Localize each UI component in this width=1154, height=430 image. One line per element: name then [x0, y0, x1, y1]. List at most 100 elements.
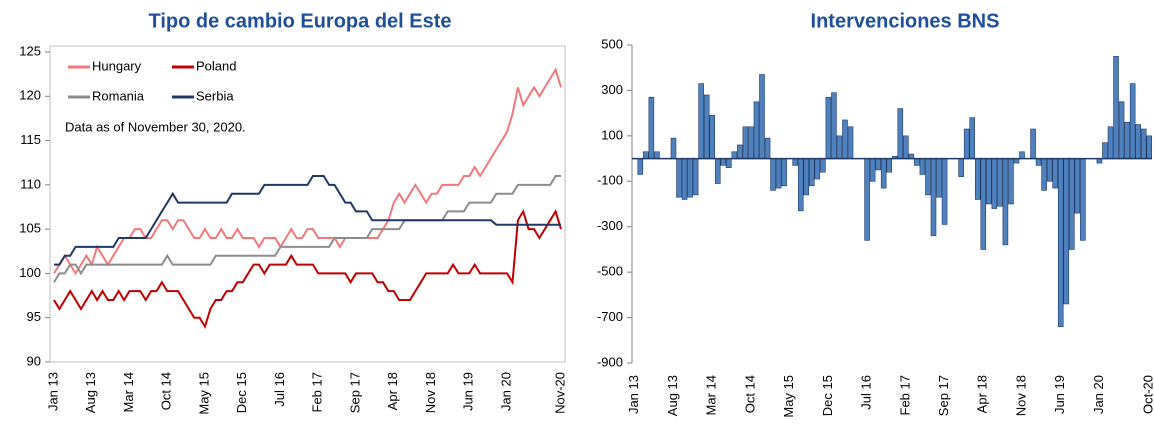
bar [1008, 158, 1014, 205]
bar [969, 117, 976, 159]
bar [726, 158, 732, 168]
bar [1002, 158, 1009, 246]
bar [676, 158, 682, 198]
x-tick-label: Jul 16 [272, 372, 287, 407]
bar [1140, 128, 1147, 159]
bar [980, 158, 987, 250]
x-tick-label: Jan 13 [45, 372, 60, 411]
bar [1135, 124, 1141, 159]
bar [925, 158, 931, 196]
bar [1118, 101, 1125, 159]
bar [670, 137, 677, 159]
x-tick-label: Jan 20 [499, 372, 514, 411]
legend-label: Hungary [92, 58, 142, 73]
x-tick-label: Mar 14 [704, 375, 719, 415]
bar [1080, 158, 1086, 241]
x-tick-label: Feb 17 [310, 372, 325, 412]
bar [958, 158, 964, 178]
bar [930, 158, 937, 237]
bar [919, 158, 926, 175]
x-tick-label: Sep 17 [936, 375, 951, 416]
y-tick-label: -700 [597, 309, 623, 324]
bar [1035, 158, 1042, 166]
y-tick-label: 115 [20, 132, 41, 147]
bar [742, 126, 749, 159]
x-tick-label: Aug 13 [83, 372, 98, 413]
legend-label: Romania [92, 88, 145, 103]
plot-frame [49, 45, 566, 363]
x-tick-label: Sep 17 [347, 372, 362, 413]
bar [875, 158, 881, 171]
y-tick-label: 500 [601, 36, 623, 51]
x-tick-label: Mar 14 [121, 372, 136, 412]
bar [792, 158, 798, 166]
bar [1129, 83, 1136, 159]
y-tick-label: -500 [597, 264, 623, 279]
x-tick-label: Jan 20 [1091, 375, 1106, 414]
x-tick-label: Jun 19 [461, 372, 476, 411]
y-tick-label: 100 [601, 127, 623, 142]
y-tick-label: 105 [19, 221, 41, 236]
bar [997, 158, 1003, 207]
bar [709, 115, 716, 159]
bar [748, 126, 754, 159]
chart-title: Intervenciones BNS [811, 10, 1000, 32]
bar [1074, 158, 1081, 214]
bar [720, 158, 727, 166]
bar [825, 96, 832, 159]
bar [1107, 126, 1114, 159]
bar [941, 158, 948, 225]
bar [637, 158, 644, 175]
bar [1102, 142, 1108, 159]
series-line [53, 208, 562, 330]
bar [797, 158, 804, 212]
bar [781, 158, 787, 187]
bar [681, 158, 688, 200]
y-tick-label: 90 [27, 353, 41, 368]
bar [842, 119, 848, 159]
bar [886, 158, 893, 173]
bar [1046, 158, 1053, 182]
bar [1030, 128, 1036, 159]
y-tick-label: 125 [19, 43, 41, 58]
bar [974, 158, 981, 200]
x-tick-label: May 15 [196, 372, 211, 415]
x-tick-label: Oct 14 [159, 372, 174, 410]
bar [986, 158, 992, 205]
bar [808, 158, 815, 187]
x-tick-label: Apr 18 [975, 375, 990, 413]
bar [1068, 158, 1075, 250]
bar [648, 96, 655, 159]
y-tick-label: -300 [597, 218, 623, 233]
bar [847, 126, 854, 159]
x-tick-label: Dec 15 [234, 372, 249, 413]
bar [903, 135, 909, 159]
x-tick-label: Nov-20 [552, 372, 567, 414]
bar [1019, 151, 1025, 159]
bar [831, 92, 837, 159]
bar [869, 158, 876, 182]
x-tick-label: Jan 13 [626, 375, 641, 414]
y-tick-label: 110 [20, 176, 41, 191]
x-tick-label: Apr 18 [385, 372, 400, 410]
bar [764, 137, 771, 159]
bar [1057, 158, 1064, 327]
x-tick-label: Feb 17 [897, 375, 912, 415]
series-line [53, 175, 561, 283]
annotation: Data as of November 30, 2020. [65, 119, 246, 134]
bar [864, 158, 870, 241]
bar [687, 158, 693, 198]
bar [775, 158, 782, 189]
chart-title: Tipo de cambio Europa del Este [148, 10, 451, 32]
x-tick-label: Jun 19 [1052, 375, 1067, 414]
bar [737, 144, 743, 159]
x-tick-label: Oct-20 [1141, 375, 1154, 414]
bar [1146, 135, 1153, 159]
y-tick-label: -900 [597, 354, 623, 369]
x-tick-label: Nov 18 [423, 372, 438, 413]
bar [914, 158, 920, 166]
bar [1113, 56, 1119, 159]
series-line [54, 175, 561, 266]
